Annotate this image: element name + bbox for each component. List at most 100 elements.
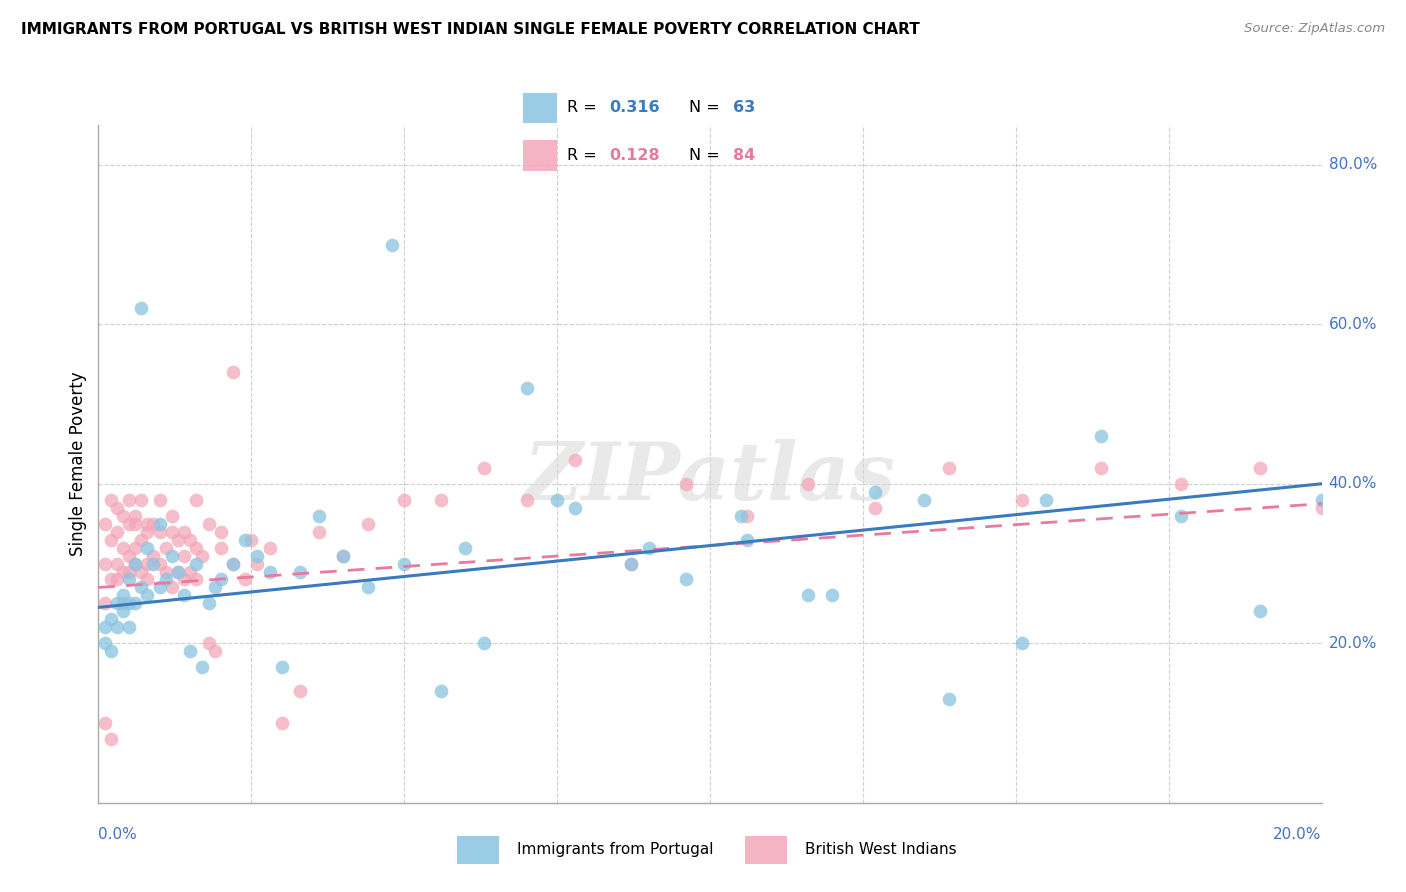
Point bbox=[912, 492, 935, 507]
Point bbox=[100, 644, 122, 658]
Point bbox=[105, 557, 128, 571]
Point bbox=[1170, 476, 1192, 491]
Point bbox=[173, 549, 195, 563]
Point bbox=[564, 453, 586, 467]
Point bbox=[392, 557, 416, 571]
Point bbox=[142, 557, 165, 571]
Point bbox=[100, 533, 122, 547]
Point bbox=[105, 573, 128, 587]
Y-axis label: Single Female Poverty: Single Female Poverty bbox=[69, 372, 87, 556]
Point bbox=[111, 596, 134, 610]
Point bbox=[204, 581, 226, 595]
Point bbox=[332, 549, 354, 563]
Point bbox=[93, 636, 115, 650]
Point bbox=[167, 533, 190, 547]
Point bbox=[129, 492, 152, 507]
Point bbox=[270, 660, 292, 674]
Point bbox=[197, 636, 219, 650]
Point bbox=[167, 565, 190, 579]
Point bbox=[136, 516, 159, 531]
Point bbox=[124, 557, 146, 571]
Text: 84: 84 bbox=[733, 148, 755, 162]
Point bbox=[938, 460, 960, 475]
Point bbox=[118, 620, 141, 634]
Point bbox=[111, 589, 134, 603]
Point bbox=[118, 492, 141, 507]
Point bbox=[290, 684, 312, 698]
Point bbox=[430, 492, 453, 507]
Point bbox=[160, 508, 183, 523]
Point bbox=[209, 573, 232, 587]
Point bbox=[173, 573, 195, 587]
Point bbox=[356, 581, 378, 595]
Point bbox=[179, 644, 201, 658]
Point bbox=[149, 524, 172, 539]
Point bbox=[105, 500, 128, 515]
Point bbox=[100, 612, 122, 626]
Text: Source: ZipAtlas.com: Source: ZipAtlas.com bbox=[1244, 22, 1385, 36]
Point bbox=[564, 500, 586, 515]
Point bbox=[197, 596, 219, 610]
Point bbox=[735, 508, 758, 523]
Point bbox=[155, 573, 177, 587]
Point bbox=[124, 508, 146, 523]
Point bbox=[233, 533, 256, 547]
Text: ZIPatlas: ZIPatlas bbox=[524, 439, 896, 516]
Point bbox=[136, 524, 159, 539]
Point bbox=[191, 549, 214, 563]
Point bbox=[1011, 492, 1033, 507]
Point bbox=[160, 549, 183, 563]
Point bbox=[222, 365, 245, 379]
Point bbox=[637, 541, 661, 555]
Point bbox=[186, 492, 208, 507]
Point bbox=[118, 516, 141, 531]
Point bbox=[259, 565, 281, 579]
Point bbox=[93, 620, 115, 634]
Point bbox=[118, 549, 141, 563]
Text: 40.0%: 40.0% bbox=[1329, 476, 1376, 491]
Text: 0.0%: 0.0% bbox=[98, 827, 138, 841]
Point bbox=[209, 541, 232, 555]
Point bbox=[797, 476, 820, 491]
Point bbox=[472, 636, 495, 650]
Point bbox=[129, 581, 152, 595]
Point bbox=[129, 565, 152, 579]
Point bbox=[233, 573, 256, 587]
Point bbox=[100, 492, 122, 507]
Point bbox=[160, 581, 183, 595]
Point bbox=[111, 508, 134, 523]
Point bbox=[93, 596, 115, 610]
Bar bbox=[523, 140, 557, 170]
Point bbox=[142, 549, 165, 563]
Point bbox=[516, 381, 538, 395]
Point bbox=[246, 549, 269, 563]
Point bbox=[149, 581, 172, 595]
Point bbox=[173, 524, 195, 539]
Text: N =: N = bbox=[689, 101, 724, 115]
Point bbox=[222, 557, 245, 571]
Point bbox=[675, 573, 697, 587]
Point bbox=[332, 549, 354, 563]
Point bbox=[204, 644, 226, 658]
Point bbox=[167, 565, 190, 579]
Point bbox=[136, 557, 159, 571]
Point bbox=[149, 557, 172, 571]
Point bbox=[1249, 460, 1271, 475]
Point bbox=[136, 573, 159, 587]
Point bbox=[863, 500, 886, 515]
Point bbox=[381, 237, 404, 252]
Point bbox=[111, 565, 134, 579]
Point bbox=[1170, 508, 1192, 523]
Point bbox=[179, 565, 201, 579]
Point bbox=[129, 301, 152, 316]
Point bbox=[619, 557, 641, 571]
Point bbox=[136, 541, 159, 555]
Point bbox=[821, 589, 844, 603]
Point bbox=[142, 516, 165, 531]
Point bbox=[735, 533, 758, 547]
Text: 20.0%: 20.0% bbox=[1329, 636, 1376, 651]
Point bbox=[209, 524, 232, 539]
Point bbox=[100, 731, 122, 746]
Point bbox=[938, 692, 960, 706]
Point bbox=[546, 492, 568, 507]
